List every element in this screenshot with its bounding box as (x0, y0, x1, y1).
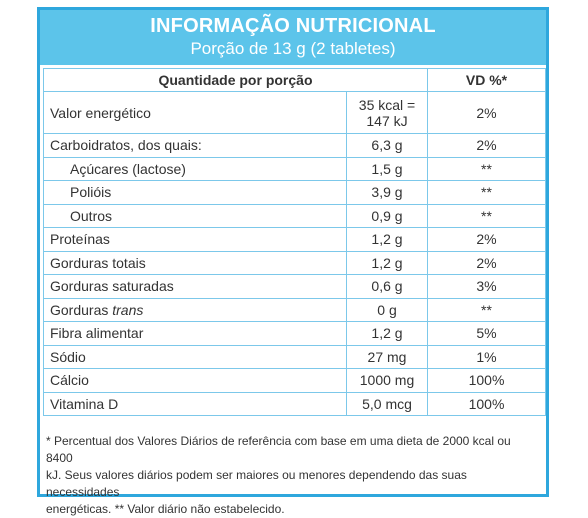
footnote-line: kJ. Seus valores diários podem ser maior… (46, 468, 467, 499)
nutrient-row: Fibra alimentar 1,2 g 5% (43, 321, 546, 346)
quantity-line: 1000 mg (359, 372, 415, 389)
nutrient-row: Gorduras trans 0 g ** (43, 297, 546, 322)
quantity: 0,9 g (346, 203, 428, 228)
nutrient-label: Polióis (43, 180, 347, 205)
nutrient-label: Gorduras totais (43, 250, 347, 275)
nutrient-label: Gorduras trans (43, 297, 347, 322)
label-text: Polióis (70, 184, 112, 201)
quantity-line: 1,2 g (371, 325, 403, 342)
quantity-line: 27 mg (367, 348, 407, 365)
nutrient-label: Sódio (43, 344, 347, 369)
nutrient-row: Cálcio 1000 mg 100% (43, 368, 546, 393)
label-text: Cálcio (50, 372, 89, 389)
nutrient-label: Proteínas (43, 227, 347, 252)
nutrient-row: Gorduras totais 1,2 g 2% (43, 250, 546, 275)
quantity-line: 1,2 g (371, 231, 403, 248)
quantity: 6,3 g (346, 133, 428, 158)
nutrient-row: Carboidratos, dos quais: 6,3 g 2% (43, 133, 546, 158)
quantity-line: 0 g (377, 301, 397, 318)
label-emphasis: trans (112, 301, 144, 318)
label-text: Valor energético (50, 104, 151, 121)
nutrient-row: Proteínas 1,2 g 2% (43, 227, 546, 252)
nutrient-row: Valor energético 35 kcal = 147 kJ 2% (43, 91, 546, 134)
daily-value: 100% (427, 391, 546, 416)
quantity: 27 mg (346, 344, 428, 369)
quantity: 3,9 g (346, 180, 428, 205)
daily-value: ** (427, 297, 546, 322)
serving: Porção de 13 g (2 tabletes) (190, 39, 396, 58)
quantity: 35 kcal = 147 kJ (346, 91, 428, 134)
daily-value: 1% (427, 344, 546, 369)
nutrition-panel: INFORMAÇÃO NUTRICIONAL Porção de 13 g (2… (37, 7, 549, 516)
label-text: Vitamina D (50, 395, 119, 412)
quantity: 1,2 g (346, 227, 428, 252)
daily-value: 2% (427, 91, 546, 134)
label-text: Sódio (50, 348, 86, 365)
nutrient-label: Vitamina D (43, 391, 347, 416)
footnote-line: energéticas. ** Valor diário não estabel… (46, 502, 285, 516)
label-text: Outros (70, 207, 113, 224)
label-text: Gorduras totais (50, 254, 146, 271)
daily-value: 2% (427, 250, 546, 275)
daily-value: ** (427, 180, 546, 205)
daily-value: 2% (427, 227, 546, 252)
quantity-line: 0,9 g (371, 207, 403, 224)
column-header: VD %* (427, 68, 546, 92)
quantity-line: 1,2 g (371, 254, 403, 271)
nutrition-table: Quantidade por porção VD %* Valor energéti… (43, 68, 546, 416)
footnote-line: * Percentual dos Valores Diários de refe… (46, 434, 511, 465)
daily-value: 100% (427, 368, 546, 393)
quantity-line: 6,3 g (371, 137, 403, 154)
quantity-line: 0,6 g (371, 278, 403, 295)
daily-value: 3% (427, 274, 546, 299)
quantity: 0 g (346, 297, 428, 322)
quantity-line: 147 kJ (366, 112, 408, 129)
quantity: 0,6 g (346, 274, 428, 299)
quantity-line: 1,5 g (371, 160, 403, 177)
label-text: Açúcares (lactose) (70, 160, 186, 177)
header: INFORMAÇÃO NUTRICIONAL Porção de 13 g (2… (40, 10, 546, 65)
page: {"header": {"title": "INFORMAÇÃO NUTRICI… (37, 7, 549, 516)
daily-value: ** (427, 156, 546, 181)
header-row: Quantidade por porção VD %* (43, 68, 546, 92)
nutrient-row: Vitamina D 5,0 mcg 100% (43, 391, 546, 416)
nutrient-row: Sódio 27 mg 1% (43, 344, 546, 369)
nutrient-row: Outros 0,9 g ** (43, 203, 546, 228)
nutrient-label: Valor energético (43, 91, 347, 134)
nutrient-row: Gorduras saturadas 0,6 g 3% (43, 274, 546, 299)
column-header: Quantidade por porção (43, 68, 428, 92)
footnote: * Percentual dos Valores Diários de refe… (46, 433, 540, 518)
quantity: 5,0 mcg (346, 391, 428, 416)
daily-value: 5% (427, 321, 546, 346)
quantity: 1,2 g (346, 250, 428, 275)
quantity: 1,2 g (346, 321, 428, 346)
daily-value: 2% (427, 133, 546, 158)
quantity-line: 5,0 mcg (362, 395, 412, 412)
quantity: 1,5 g (346, 156, 428, 181)
nutrient-row: Polióis 3,9 g ** (43, 180, 546, 205)
daily-value: ** (427, 203, 546, 228)
nutrient-label: Açúcares (lactose) (43, 156, 347, 181)
nutrient-label: Fibra alimentar (43, 321, 347, 346)
label-text: Gorduras (50, 301, 109, 318)
label-text: Proteínas (50, 231, 110, 248)
nutrient-label: Carboidratos, dos quais: (43, 133, 347, 158)
nutrient-label: Outros (43, 203, 347, 228)
quantity-line: 35 kcal = (358, 96, 416, 113)
label-text: Carboidratos, dos quais: (50, 137, 202, 154)
label-text: Gorduras saturadas (50, 278, 174, 295)
quantity-line: 3,9 g (371, 184, 403, 201)
title: INFORMAÇÃO NUTRICIONAL (150, 15, 436, 37)
nutrient-row: Açúcares (lactose) 1,5 g ** (43, 156, 546, 181)
nutrient-label: Cálcio (43, 368, 347, 393)
nutrient-label: Gorduras saturadas (43, 274, 347, 299)
quantity: 1000 mg (346, 368, 428, 393)
label-text: Fibra alimentar (50, 325, 144, 342)
